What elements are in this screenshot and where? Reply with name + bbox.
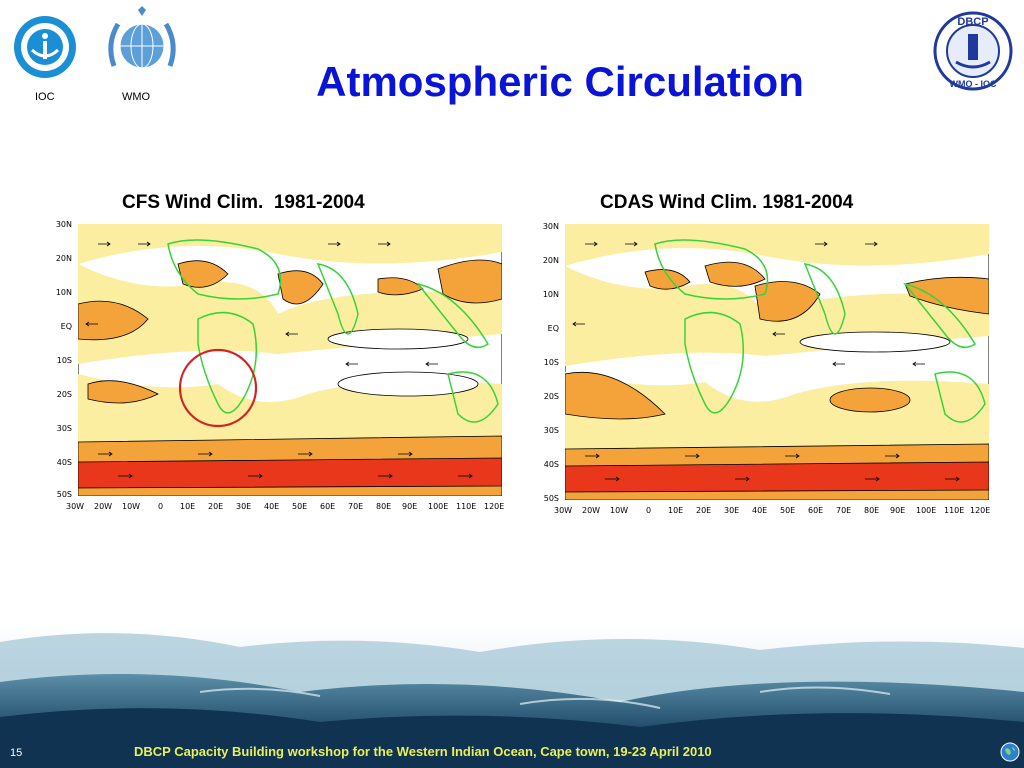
ioc-logo-label: IOC <box>35 91 55 103</box>
footer-caption: DBCP Capacity Building workshop for the … <box>134 744 712 759</box>
y-tick: 10S <box>56 356 72 365</box>
x-tick: 40E <box>752 506 768 515</box>
y-tick: 30S <box>56 424 72 433</box>
x-tick: 60E <box>320 502 336 511</box>
y-tick: 20N <box>55 254 72 263</box>
x-tick: 70E <box>836 506 852 515</box>
y-tick: 30S <box>543 426 559 435</box>
y-tick: 20S <box>543 392 559 401</box>
y-tick: 20S <box>56 390 72 399</box>
y-tick: 30N <box>542 222 559 231</box>
y-tick: 30N <box>55 220 72 229</box>
ocean-banner <box>0 622 1024 768</box>
x-tick: 0 <box>646 506 652 515</box>
y-tick: 50S <box>543 494 559 503</box>
y-tick: 10N <box>55 288 72 297</box>
x-tick: 100E <box>428 502 449 511</box>
x-tick: 110E <box>944 506 965 515</box>
x-tick: 90E <box>402 502 418 511</box>
x-tick: 30W <box>66 502 85 511</box>
x-tick: 30E <box>724 506 740 515</box>
y-tick: 40S <box>56 458 72 467</box>
cfs-wind-map <box>78 224 502 496</box>
y-tick: 50S <box>56 490 72 499</box>
x-tick: 90E <box>890 506 906 515</box>
x-tick: 100E <box>916 506 937 515</box>
y-tick: 40S <box>543 460 559 469</box>
x-tick: 70E <box>348 502 364 511</box>
slide-title: Atmospheric Circulation <box>316 58 804 105</box>
wmo-logo-label: WMO <box>122 91 151 103</box>
y-tick: EQ <box>60 322 72 331</box>
x-tick: 60E <box>808 506 824 515</box>
wmo-logo-icon <box>108 6 176 69</box>
map-title-cdas: CDAS Wind Clim. 1981-2004 <box>600 192 854 213</box>
svg-text:WMO - IOC: WMO - IOC <box>950 79 997 89</box>
y-tick: EQ <box>547 324 559 333</box>
x-tick: 0 <box>158 502 164 511</box>
x-tick: 20E <box>208 502 224 511</box>
x-tick: 120E <box>484 502 505 511</box>
x-tick: 10E <box>668 506 684 515</box>
x-tick: 120E <box>970 506 991 515</box>
x-tick: 10E <box>180 502 196 511</box>
dbcp-logo-icon: DBCP WMO - IOC <box>933 11 1013 91</box>
globe-icon <box>1000 742 1020 762</box>
ioc-logo-icon <box>14 16 76 78</box>
x-tick: 10W <box>122 502 141 511</box>
y-tick: 20N <box>542 256 559 265</box>
page-number: 15 <box>10 747 23 759</box>
x-tick: 80E <box>376 502 392 511</box>
y-tick: 10S <box>543 358 559 367</box>
x-tick: 20W <box>582 506 601 515</box>
x-tick: 110E <box>456 502 477 511</box>
highlight-circle <box>178 348 258 428</box>
x-tick: 30E <box>236 502 252 511</box>
map-title-cfs: CFS Wind Clim. 1981-2004 <box>122 192 365 213</box>
x-tick: 30W <box>554 506 573 515</box>
y-tick: 10N <box>542 290 559 299</box>
svg-text:DBCP: DBCP <box>957 16 988 28</box>
cdas-wind-map <box>565 224 989 500</box>
x-tick: 40E <box>264 502 280 511</box>
x-tick: 50E <box>780 506 796 515</box>
x-tick: 20W <box>94 502 113 511</box>
x-tick: 20E <box>696 506 712 515</box>
x-tick: 50E <box>292 502 308 511</box>
x-tick: 80E <box>864 506 880 515</box>
x-tick: 10W <box>610 506 629 515</box>
